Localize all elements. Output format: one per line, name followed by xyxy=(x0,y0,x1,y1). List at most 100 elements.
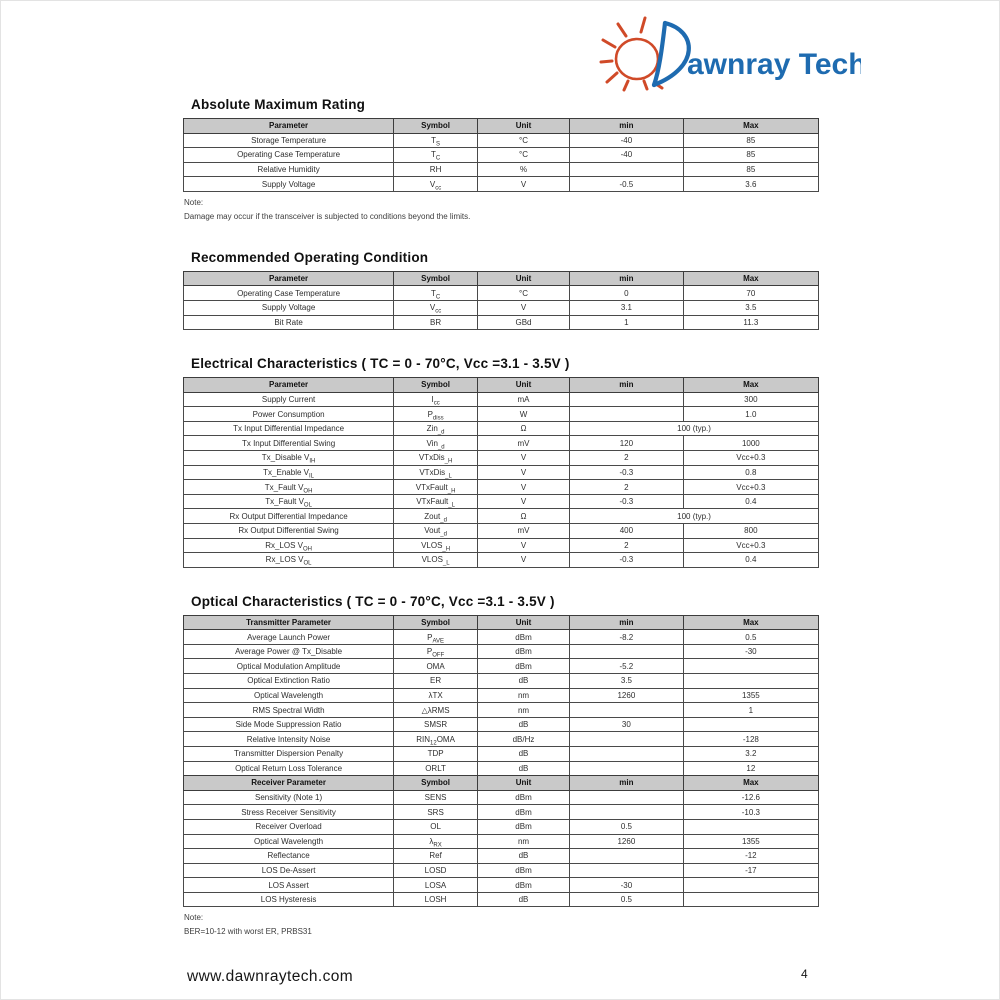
cell: °C xyxy=(476,132,571,149)
cell xyxy=(569,804,684,820)
table-row: Relative Humidity RH% 85 xyxy=(182,161,820,178)
table-row: Side Mode Suppression Ratio SMSR dB 30 xyxy=(182,716,820,733)
cell: GBd xyxy=(476,314,571,331)
cell: 0.5 xyxy=(682,629,820,645)
cell: 0 xyxy=(569,285,684,301)
column-header: Max xyxy=(682,775,820,791)
cell: Vcc+0.3 xyxy=(682,479,820,495)
cell xyxy=(569,760,684,777)
cell: SMSR xyxy=(393,716,478,733)
absolute-maximum-rating-table: Parameter Symbol Unit min Max Storage Tempera… xyxy=(182,118,820,192)
cell: 70 xyxy=(682,285,820,301)
cell: nm xyxy=(476,702,571,718)
cell: -40 xyxy=(569,132,684,149)
table-row: Tx_Disable VIH VTxDis_H V 2 Vcc+0.3 xyxy=(182,450,820,466)
cell: SRS xyxy=(393,804,478,820)
cell: LOS Hysteresis xyxy=(182,891,395,908)
cell: dBm xyxy=(476,643,571,660)
table-row: Optical Wavelength λRX nm 1260 1355 xyxy=(182,833,820,850)
cell: Rx_LOS VOH xyxy=(182,537,395,554)
cell xyxy=(682,673,820,689)
cell: -12.6 xyxy=(682,789,820,806)
cell: mV xyxy=(476,523,571,539)
table-row: Operating Case Temperature TC °C -40 85 xyxy=(182,147,820,163)
cell: POFF xyxy=(393,643,478,660)
cell: Vcc xyxy=(393,299,478,316)
cell: -10.3 xyxy=(682,804,820,820)
header-row: Transmitter Parameter Symbol Unit min Max xyxy=(182,614,820,631)
cell: SENS xyxy=(393,789,478,806)
page-number: 4 xyxy=(801,967,808,981)
cell: -30 xyxy=(682,643,820,660)
cell: 1260 xyxy=(569,687,684,704)
cell: Receiver Overload xyxy=(182,818,395,835)
cell: Ω xyxy=(476,508,571,524)
table-row: Optical Return Loss Tolerance ORLT dB 12 xyxy=(182,760,820,777)
cell: 85 xyxy=(682,132,820,149)
table-row: Rx_LOS VOL VLOS_L V -0.3 0.4 xyxy=(182,552,820,568)
cell: V xyxy=(476,552,571,568)
note-label: Note: xyxy=(184,197,204,207)
note-label: Note: xyxy=(184,913,204,923)
table-row: RMS Spectral Width △λRMS nm 1 xyxy=(182,702,820,718)
table-row: Optical Extinction Ratio ER dB 3.5 xyxy=(182,673,820,689)
cell: Tx Input Differential Swing xyxy=(182,435,395,452)
cell: Icc xyxy=(393,391,478,408)
cell xyxy=(569,746,684,762)
cell: -0.5 xyxy=(569,176,684,192)
cell: RMS Spectral Width xyxy=(182,702,395,718)
column-header: Parameter xyxy=(182,377,395,393)
cell: 1 xyxy=(569,314,684,331)
column-header: Unit xyxy=(476,775,571,791)
column-header: Unit xyxy=(476,614,571,631)
table-row: Transmitter Dispersion Penalty TDP dB 3.2 xyxy=(182,746,820,762)
column-header: min xyxy=(569,270,684,287)
table-row: Reflectance Ref dB -12 xyxy=(182,848,820,864)
column-header: Symbol xyxy=(393,614,478,631)
cell: -128 xyxy=(682,731,820,748)
cell: dBm xyxy=(476,877,571,893)
cell: dBm xyxy=(476,629,571,645)
column-header: min xyxy=(569,614,684,631)
cell: Tx_Enable VIL xyxy=(182,464,395,481)
cell: 12 xyxy=(682,760,820,777)
table-row: Relative Intensity Noise RIN12OMA dB/Hz -12… xyxy=(182,731,820,748)
cell: 0.5 xyxy=(569,818,684,835)
cell: 400 xyxy=(569,523,684,539)
cell: Vout_d xyxy=(393,523,478,539)
column-header: Max xyxy=(682,377,820,393)
cell: -17 xyxy=(682,862,820,879)
table-row: Rx Output Differential Swing Vout_d mV 400 8… xyxy=(182,523,820,539)
column-header: Symbol xyxy=(393,270,478,287)
cell xyxy=(682,716,820,733)
cell: V xyxy=(476,537,571,554)
cell: 2 xyxy=(569,450,684,466)
cell: 120 xyxy=(569,435,684,452)
cell: ORLT xyxy=(393,760,478,777)
cell: Supply Current xyxy=(182,391,395,408)
table-row: Tx_Enable VIL VTxDis_L V -0.3 0.8 xyxy=(182,464,820,481)
column-header: min xyxy=(569,377,684,393)
cell: dB/Hz xyxy=(476,731,571,748)
cell: △λRMS xyxy=(393,702,478,718)
cell: 0.5 xyxy=(569,891,684,908)
cell: Pdiss xyxy=(393,406,478,422)
table-row: Storage Temperature TS °C -40 85 xyxy=(182,132,820,149)
cell: -40 xyxy=(569,147,684,163)
cell: Vcc xyxy=(393,176,478,192)
cell: 100 (typ.) xyxy=(569,420,819,437)
cell: 3.6 xyxy=(682,176,820,192)
cell: BR xyxy=(393,314,478,331)
cell: Operating Case Temperature xyxy=(182,147,395,163)
table-row: Bit Rate BR GBd 1 11.3 xyxy=(182,314,820,331)
header-row: Parameter Symbol Unit min Max xyxy=(182,377,820,393)
cell: -5.2 xyxy=(569,658,684,675)
recommended-operating-condition-table: Parameter Symbol Unit min Max Operating Case … xyxy=(182,270,820,331)
cell: Tx_Fault VOH xyxy=(182,479,395,495)
cell: ER xyxy=(393,673,478,689)
cell xyxy=(682,877,820,893)
section-title: Absolute Maximum Rating xyxy=(191,97,366,112)
cell: V xyxy=(476,493,571,510)
note-block: Note: BER=10-12 with worst ER, PRBS31 xyxy=(184,911,819,939)
cell: RH xyxy=(393,161,478,178)
